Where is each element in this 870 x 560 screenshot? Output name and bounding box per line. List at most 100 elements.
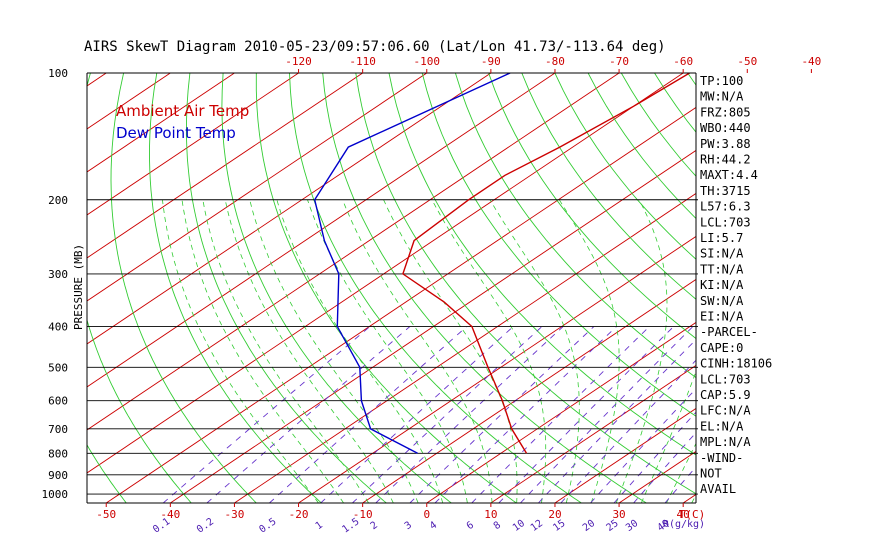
pressure-tick-label: 100 bbox=[48, 67, 68, 80]
isotherm-line bbox=[0, 73, 42, 503]
mixing-ratio-label: 4 bbox=[428, 520, 439, 532]
pressure-tick-label: 900 bbox=[48, 469, 68, 482]
index-line: -WIND- bbox=[700, 451, 743, 465]
isotherm-line bbox=[87, 73, 492, 345]
pressure-tick-label: 600 bbox=[48, 395, 68, 408]
mixing-ratio-line bbox=[352, 326, 543, 503]
isotherm-line bbox=[87, 73, 556, 388]
moist-adiabat-line bbox=[249, 199, 419, 503]
pressure-tick-label: 500 bbox=[48, 361, 68, 374]
dry-adiabat-line bbox=[322, 73, 647, 503]
mixing-ratio-line bbox=[375, 326, 564, 503]
dewpoint-profile-line bbox=[313, 73, 511, 454]
mixing-ratio-unit-label: R(g/kg) bbox=[663, 519, 705, 530]
isotherm-line bbox=[87, 73, 299, 216]
isotherm-line bbox=[87, 73, 428, 302]
isotherm-line bbox=[362, 278, 696, 503]
dry-adiabat-line bbox=[185, 73, 387, 503]
bottom-temp-tick-label: 30 bbox=[612, 508, 625, 521]
index-line: AVAIL bbox=[700, 482, 736, 496]
isotherm-line bbox=[105, 106, 696, 503]
index-line: LCL:703 bbox=[700, 215, 751, 229]
dry-adiabat-line bbox=[488, 73, 696, 340]
dry-adiabat-line bbox=[754, 73, 870, 503]
index-line: KI:N/A bbox=[700, 278, 744, 292]
mixing-ratio-label: 30 bbox=[624, 518, 640, 534]
mixing-ratio-label: 1 bbox=[314, 520, 325, 532]
mixing-ratio-label: 20 bbox=[581, 518, 597, 534]
dry-adiabat-line bbox=[787, 73, 870, 503]
moist-adiabat-line bbox=[342, 199, 493, 503]
top-temp-tick-label: -110 bbox=[349, 55, 376, 68]
index-line: L57:6.3 bbox=[700, 200, 751, 214]
pressure-tick-label: 800 bbox=[48, 447, 68, 460]
dry-adiabat-line bbox=[355, 73, 696, 495]
index-line: LFC:N/A bbox=[700, 404, 751, 418]
index-line: SW:N/A bbox=[700, 294, 744, 308]
index-line: LCL:703 bbox=[700, 372, 751, 386]
mixing-ratio-label: 10 bbox=[511, 518, 527, 534]
dry-adiabat-line bbox=[554, 73, 696, 260]
isobar-lines bbox=[87, 199, 698, 495]
moist-adiabat-line bbox=[615, 199, 668, 503]
pressure-tick-label: 1000 bbox=[42, 488, 69, 501]
mixing-ratio-label: 0.5 bbox=[257, 516, 278, 535]
moist-adiabat-line bbox=[431, 199, 547, 503]
top-temp-tick-label: -70 bbox=[609, 55, 629, 68]
bottom-temp-tick-label: 0 bbox=[423, 508, 430, 521]
index-line: -PARCEL- bbox=[700, 325, 758, 339]
mixing-ratio-line bbox=[633, 431, 696, 503]
legend-ambient-air-temp: Ambient Air Temp bbox=[116, 102, 249, 120]
isotherm-line bbox=[170, 149, 696, 503]
dry-adiabat-line bbox=[255, 73, 517, 503]
moist-adiabat-line bbox=[489, 199, 580, 503]
index-line: RH:44.2 bbox=[700, 153, 751, 167]
moist-adiabat-line bbox=[640, 370, 696, 503]
bottom-temp-tick-label: -50 bbox=[96, 508, 116, 521]
pressure-tick-label: 200 bbox=[48, 194, 68, 207]
moist-adiabat-line bbox=[162, 199, 319, 503]
index-line: EI:N/A bbox=[700, 310, 744, 324]
index-line: CAP:5.9 bbox=[700, 388, 751, 402]
isotherm-line bbox=[490, 364, 696, 503]
moist-adiabat-line bbox=[383, 199, 518, 503]
dry-adiabat-line bbox=[421, 73, 696, 417]
isotherm-line bbox=[426, 321, 696, 503]
index-line: CINH:18106 bbox=[700, 357, 772, 371]
mixing-ratio-line bbox=[498, 326, 675, 503]
top-temp-tick-label: -80 bbox=[545, 55, 565, 68]
mixing-ratio-line bbox=[520, 326, 694, 503]
top-temp-tick-label: -60 bbox=[673, 55, 693, 68]
mixing-ratio-line bbox=[409, 326, 595, 503]
y-axis-label: PRESSURE (MB) bbox=[72, 244, 85, 330]
index-line: MW:N/A bbox=[700, 90, 744, 104]
index-line: EL:N/A bbox=[700, 419, 744, 433]
bottom-temp-tick-label: -40 bbox=[160, 508, 180, 521]
bottom-temp-tick-label: 20 bbox=[548, 508, 561, 521]
index-line: MAXT:4.4 bbox=[700, 168, 758, 182]
moist-adiabat-line bbox=[276, 199, 444, 503]
temperature-profile-line bbox=[402, 73, 690, 454]
dry-adiabat-line bbox=[654, 73, 696, 133]
dry-adiabat-line bbox=[149, 73, 322, 503]
mixing-ratio-line bbox=[613, 411, 696, 503]
dry-adiabat-line bbox=[854, 73, 870, 503]
mixing-ratio-label: 12 bbox=[529, 518, 545, 534]
isotherm-line bbox=[87, 73, 107, 87]
mixing-ratio-line bbox=[590, 388, 696, 503]
pressure-tick-label: 700 bbox=[48, 423, 68, 436]
bottom-temp-tick-label: 10 bbox=[484, 508, 497, 521]
dry-adiabat-line bbox=[454, 73, 696, 379]
pressure-tick-label: 300 bbox=[48, 268, 68, 281]
pressure-tick-label: 400 bbox=[48, 321, 68, 334]
bottom-temp-tick-label: -30 bbox=[225, 508, 245, 521]
index-line: TH:3715 bbox=[700, 184, 751, 198]
top-temp-tick-label: -100 bbox=[414, 55, 441, 68]
mixing-ratio-line bbox=[434, 326, 617, 503]
mixing-ratio-label: 0.2 bbox=[195, 516, 216, 535]
dry-adiabat-line bbox=[521, 73, 696, 300]
mixing-ratio-line bbox=[471, 326, 650, 503]
mixing-ratio-line bbox=[560, 359, 696, 503]
